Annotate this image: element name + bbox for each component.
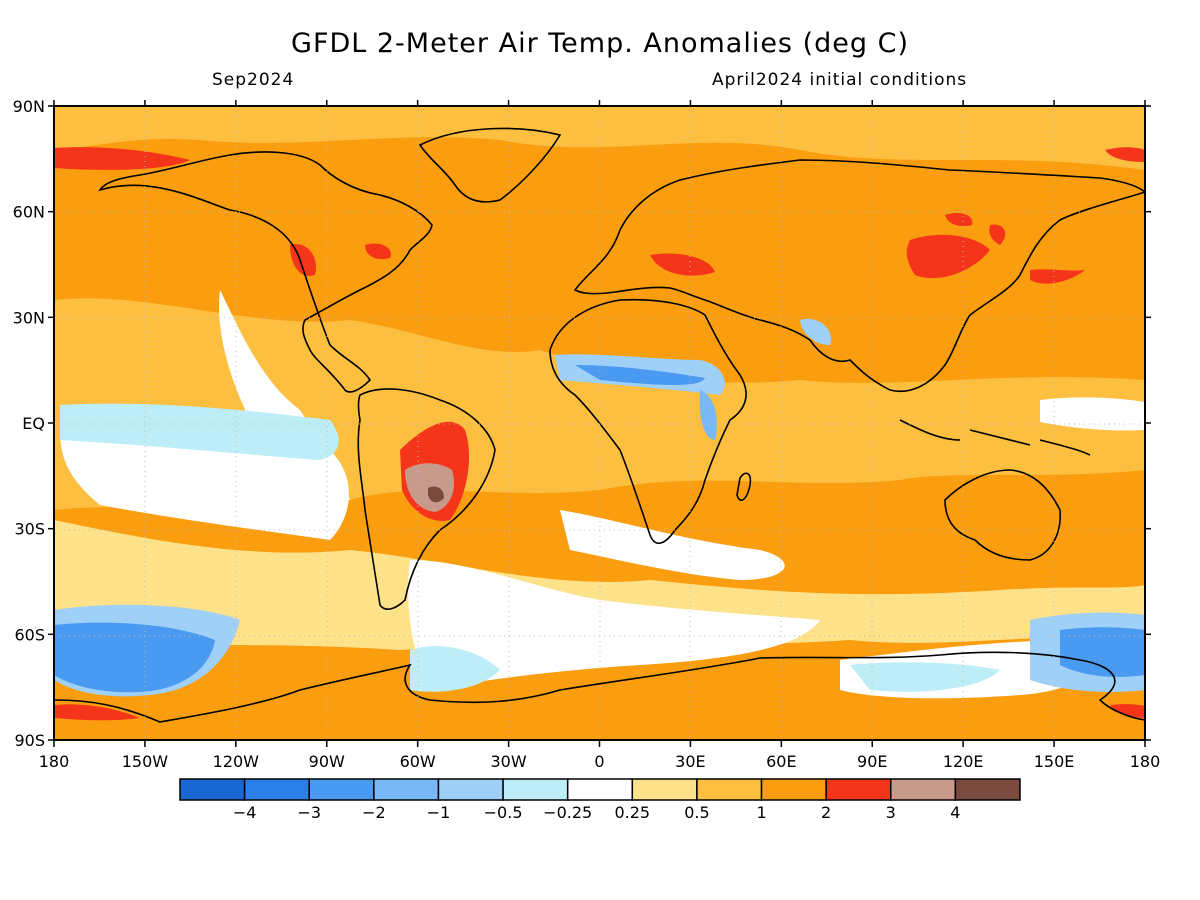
colorbar-swatch xyxy=(890,778,957,801)
colorbar-swatch xyxy=(502,778,569,801)
colorbar xyxy=(179,778,1021,801)
lon-label: 180 xyxy=(1130,752,1161,771)
colorbar-swatch xyxy=(308,778,375,801)
lat-label: 60S xyxy=(14,625,45,644)
lon-label: 120W xyxy=(213,752,260,771)
axis-ticks xyxy=(48,100,1151,747)
lon-label: 150W xyxy=(122,752,169,771)
colorbar-label: 0.25 xyxy=(614,803,650,822)
lat-label: 30S xyxy=(14,520,45,539)
colorbar-labels: −4 −3 −2 −1 −0.5 −0.25 0.25 0.5 1 2 3 4 xyxy=(233,803,961,822)
lon-label: 180 xyxy=(39,752,70,771)
colorbar-label: −2 xyxy=(362,803,386,822)
lat-label: 90N xyxy=(13,97,45,116)
lon-label: 90E xyxy=(857,752,887,771)
lon-label: 30E xyxy=(675,752,705,771)
lon-label: 60W xyxy=(400,752,436,771)
lon-label: 120E xyxy=(943,752,984,771)
colorbar-label: 3 xyxy=(886,803,896,822)
forecast-month: Sep2024 xyxy=(212,70,295,90)
colorbar-label: −3 xyxy=(297,803,321,822)
graticule xyxy=(54,106,1145,740)
colorbar-swatch xyxy=(243,778,310,801)
colorbar-label: 1 xyxy=(756,803,766,822)
lon-label: 90W xyxy=(309,752,345,771)
colorbar-label: 4 xyxy=(950,803,960,822)
colorbar-label: 2 xyxy=(821,803,831,822)
colorbar-label: −0.25 xyxy=(543,803,592,822)
colorbar-swatch xyxy=(825,778,892,801)
colorbar-swatch xyxy=(760,778,827,801)
colorbar-label: −0.5 xyxy=(484,803,523,822)
colorbar-swatch xyxy=(954,778,1021,801)
colorbar-label: 0.5 xyxy=(684,803,709,822)
colorbar-label: −1 xyxy=(427,803,451,822)
initial-conditions: April2024 initial conditions xyxy=(712,70,968,90)
map-title: GFDL 2-Meter Air Temp. Anomalies (deg C) xyxy=(291,28,909,59)
lon-label: 30W xyxy=(490,752,526,771)
lon-label: 60E xyxy=(766,752,796,771)
lat-label: 30N xyxy=(13,308,45,327)
lat-label: EQ xyxy=(22,414,45,433)
colorbar-label: −4 xyxy=(233,803,257,822)
lat-label: 90S xyxy=(14,731,45,750)
latitude-labels: 90N 60N 30N EQ 30S 60S 90S xyxy=(13,97,45,750)
lon-label: 0 xyxy=(594,752,604,771)
colorbar-swatch xyxy=(373,778,440,801)
colorbar-swatch xyxy=(566,778,634,801)
colorbar-swatch xyxy=(179,778,246,801)
longitude-labels: 180 150W 120W 90W 60W 30W 0 30E 60E 90E 120E 150E 18… xyxy=(39,752,1161,771)
colorbar-swatch xyxy=(631,778,698,801)
coastlines xyxy=(54,127,1145,723)
colorbar-swatch xyxy=(696,778,763,801)
lon-label: 150E xyxy=(1034,752,1075,771)
lat-label: 60N xyxy=(13,203,45,222)
colorbar-swatch xyxy=(437,778,504,801)
